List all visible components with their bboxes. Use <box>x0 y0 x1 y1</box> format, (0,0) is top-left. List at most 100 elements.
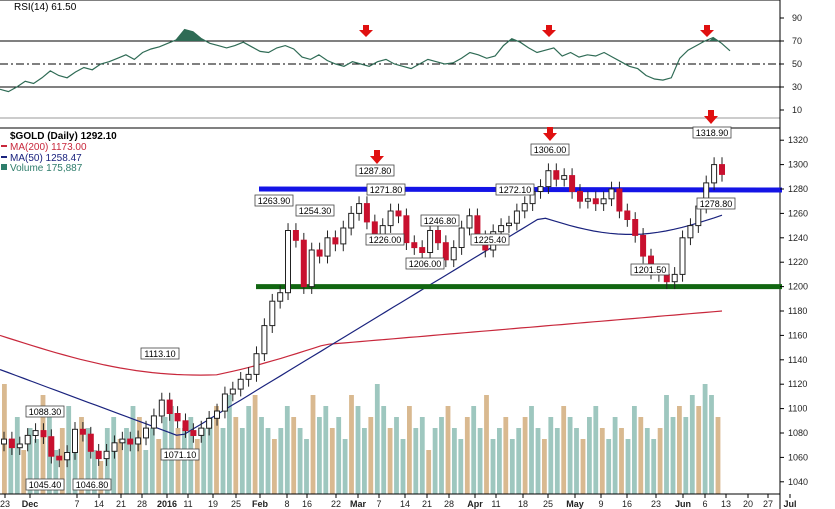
price-callout-label: 1272.10 <box>499 185 532 195</box>
price-callout-label: 1318.90 <box>696 128 729 138</box>
candle-body <box>450 247 457 261</box>
candle-body <box>427 230 434 253</box>
price-callout-box <box>495 183 535 196</box>
volume-bar <box>297 428 303 494</box>
candle-body <box>308 249 315 288</box>
volume-bar <box>702 384 708 494</box>
price-callout-box <box>160 448 200 461</box>
x-tick-label: Feb <box>252 499 269 509</box>
candle-body <box>245 373 252 380</box>
rsi-tick-label: 30 <box>792 82 802 92</box>
volume-bar <box>291 417 297 494</box>
volume-bar <box>484 395 489 494</box>
candle-body <box>608 188 615 200</box>
price-callout-box <box>140 347 180 360</box>
volume-bar <box>149 428 155 494</box>
volume-bar <box>522 417 528 494</box>
volume-bar <box>381 406 387 494</box>
candle-body <box>561 175 568 180</box>
price-tick-label: 1060 <box>788 452 808 462</box>
volume-bar <box>362 428 367 494</box>
x-tick-label: Apr <box>467 499 483 509</box>
candle-body <box>166 399 173 415</box>
volume-bar <box>593 406 599 494</box>
volume-bar <box>426 450 432 494</box>
volume-bar <box>27 428 33 494</box>
volume-bar <box>201 428 207 494</box>
price-tick-label: 1320 <box>788 135 808 145</box>
price-tick-label: 1180 <box>788 306 807 316</box>
legend-volume-label: Volume 175,887 <box>10 163 83 174</box>
x-tick-label: 25 <box>231 499 241 509</box>
candle-body <box>221 393 228 412</box>
volume-bar <box>207 417 213 494</box>
candle-body <box>600 198 607 205</box>
volume-bar <box>625 439 631 494</box>
price-callout-box <box>365 233 405 246</box>
candle-body <box>340 227 347 245</box>
price-callout-box <box>696 197 736 210</box>
candle-body <box>182 420 189 432</box>
volume-bar <box>79 417 84 494</box>
volume-bar <box>374 384 380 494</box>
volume-bar <box>8 439 14 494</box>
legend-ma50-swatch <box>1 156 7 158</box>
x-tick-label: 6 <box>702 499 707 509</box>
volume-bar <box>72 439 78 494</box>
price-callout-box <box>470 233 510 246</box>
x-axis-ticks: 23 Dec 7 14 21 28 2016 11 19 25 Feb 8 16 22 Mar 7 14 21 28… <box>0 494 797 509</box>
volume-bar <box>599 428 605 494</box>
price-arrows <box>370 110 718 164</box>
price-callout-label: 1201.50 <box>634 265 667 275</box>
candle-body <box>640 234 647 257</box>
volume-bar <box>689 395 695 494</box>
volume-bar <box>696 406 702 494</box>
price-tick-label: 1100 <box>788 404 807 414</box>
volume-bars <box>2 384 721 494</box>
volume-bar <box>670 417 676 494</box>
candle-body <box>32 430 39 437</box>
price-callout-box <box>25 478 65 491</box>
x-tick-label: 16 <box>302 499 312 509</box>
price-callout-box <box>295 204 335 217</box>
price-callout-label: 1263.90 <box>258 196 291 206</box>
candle-body <box>679 237 686 275</box>
volume-bar <box>567 417 573 494</box>
candle-body <box>719 164 725 175</box>
volume-bar <box>227 395 232 494</box>
candle-body <box>8 438 15 449</box>
price-tick-label: 1040 <box>788 477 808 487</box>
x-tick-label: 8 <box>284 499 289 509</box>
volume-bar <box>452 428 457 494</box>
volume-bar <box>644 428 650 494</box>
x-tick-label: 14 <box>400 499 410 509</box>
ma50-line <box>0 214 723 436</box>
price-tick-label: 1280 <box>788 184 808 194</box>
x-tick-label: 18 <box>518 499 528 509</box>
candle-body <box>143 427 149 439</box>
x-tick-label: 21 <box>116 499 126 509</box>
legend-volume-swatch <box>1 164 7 170</box>
price-tick-label: 1300 <box>788 160 808 170</box>
volume-bar <box>233 417 239 494</box>
volume-bar <box>638 417 644 494</box>
volume-bar <box>587 417 592 494</box>
price-callout-label: 1226.00 <box>369 235 402 245</box>
candle-body <box>56 455 63 461</box>
candle-body <box>506 222 512 227</box>
volume-bar <box>400 439 406 494</box>
rsi-line <box>0 28 731 93</box>
x-axis: 23 Dec 7 14 21 28 2016 11 19 25 Feb 8 16 22 Mar 7 14 21 28… <box>0 493 797 509</box>
legend-ma200-swatch <box>1 145 7 147</box>
price-callout-box <box>72 478 112 491</box>
price-tick-label: 1200 <box>788 282 808 292</box>
candle-body <box>95 450 102 460</box>
candle-body <box>190 430 197 437</box>
price-callout-label: 1046.80 <box>76 480 109 490</box>
volume-bar <box>59 428 65 494</box>
volume-bar <box>619 428 624 494</box>
candle-body <box>616 188 623 212</box>
price-callout-label: 1071.10 <box>164 450 197 460</box>
candle-body <box>40 430 47 438</box>
price-callout-box <box>420 214 460 227</box>
